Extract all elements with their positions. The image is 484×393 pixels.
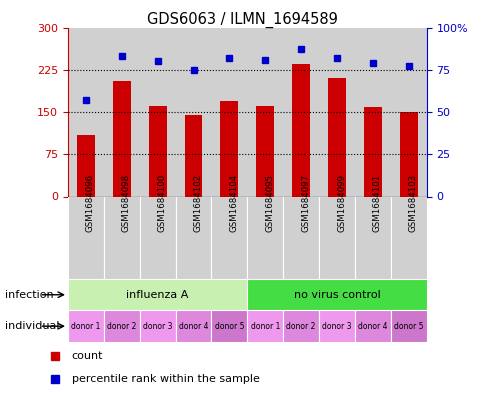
- Bar: [68, 196, 104, 279]
- Bar: [354, 196, 390, 279]
- Bar: [318, 196, 354, 279]
- Text: donor 1: donor 1: [71, 322, 100, 331]
- Bar: [68, 28, 104, 196]
- Bar: [220, 101, 238, 196]
- Bar: [211, 196, 247, 279]
- Bar: [390, 310, 426, 342]
- Bar: [318, 310, 354, 342]
- Bar: [390, 28, 426, 196]
- Text: donor 2: donor 2: [286, 322, 315, 331]
- Text: donor 3: donor 3: [322, 322, 351, 331]
- Bar: [390, 196, 426, 279]
- Bar: [247, 196, 283, 279]
- Bar: [247, 310, 283, 342]
- Bar: [104, 28, 139, 196]
- Bar: [211, 28, 247, 196]
- Text: donor 5: donor 5: [393, 322, 423, 331]
- Bar: [175, 196, 211, 279]
- Bar: [211, 310, 247, 342]
- Text: GSM1684099: GSM1684099: [336, 174, 346, 232]
- Text: percentile rank within the sample: percentile rank within the sample: [72, 374, 259, 384]
- Text: donor 4: donor 4: [358, 322, 387, 331]
- Bar: [283, 28, 318, 196]
- Bar: [354, 28, 390, 196]
- Text: donor 3: donor 3: [143, 322, 172, 331]
- Bar: [247, 279, 426, 310]
- Bar: [104, 310, 139, 342]
- Text: donor 1: donor 1: [250, 322, 279, 331]
- Text: infection: infection: [5, 290, 53, 300]
- Text: GSM1684096: GSM1684096: [86, 174, 95, 232]
- Bar: [112, 81, 131, 196]
- Text: GSM1684095: GSM1684095: [265, 174, 274, 232]
- Text: GSM1684097: GSM1684097: [301, 174, 310, 232]
- Text: GSM1684100: GSM1684100: [157, 174, 166, 232]
- Bar: [139, 310, 175, 342]
- Text: individual: individual: [5, 321, 59, 331]
- Bar: [184, 115, 202, 196]
- Bar: [76, 134, 95, 196]
- Text: GSM1684102: GSM1684102: [193, 174, 202, 232]
- Bar: [247, 28, 283, 196]
- Text: count: count: [72, 351, 103, 361]
- Text: GDS6063 / ILMN_1694589: GDS6063 / ILMN_1694589: [147, 12, 337, 28]
- Bar: [318, 28, 354, 196]
- Bar: [283, 196, 318, 279]
- Bar: [399, 112, 417, 196]
- Text: donor 5: donor 5: [214, 322, 243, 331]
- Bar: [68, 310, 104, 342]
- Text: influenza A: influenza A: [126, 290, 188, 300]
- Text: donor 4: donor 4: [179, 322, 208, 331]
- Bar: [354, 310, 390, 342]
- Bar: [139, 28, 175, 196]
- Bar: [68, 279, 247, 310]
- Bar: [327, 78, 345, 196]
- Text: GSM1684104: GSM1684104: [229, 174, 238, 232]
- Bar: [175, 310, 211, 342]
- Bar: [256, 107, 274, 196]
- Bar: [104, 196, 139, 279]
- Text: donor 2: donor 2: [107, 322, 136, 331]
- Bar: [363, 108, 381, 196]
- Text: no virus control: no virus control: [293, 290, 379, 300]
- Bar: [148, 107, 166, 196]
- Bar: [175, 28, 211, 196]
- Bar: [139, 196, 175, 279]
- Text: GSM1684098: GSM1684098: [121, 174, 131, 232]
- Text: GSM1684101: GSM1684101: [372, 174, 381, 232]
- Text: GSM1684103: GSM1684103: [408, 174, 417, 232]
- Bar: [291, 64, 310, 196]
- Bar: [283, 310, 318, 342]
